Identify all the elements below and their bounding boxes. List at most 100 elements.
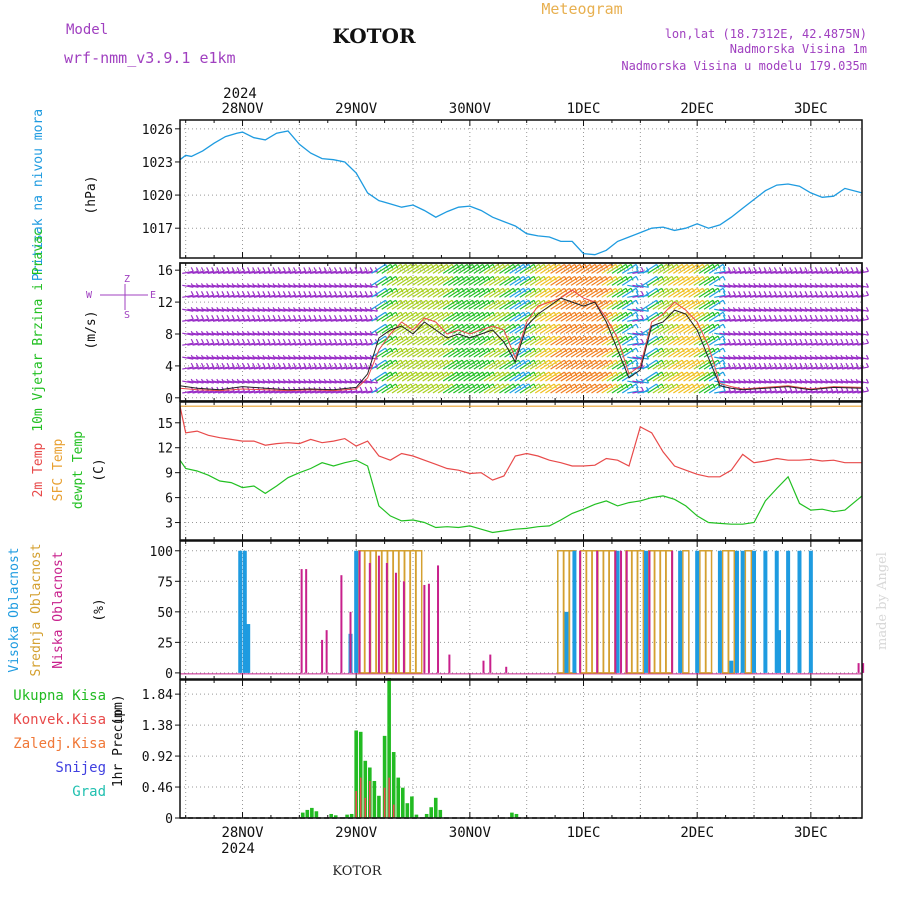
wind-barb-flag: [323, 338, 327, 344]
wind-barb: [632, 294, 644, 298]
wind-barb: [739, 332, 751, 336]
mid-cloud-bar: [636, 550, 645, 674]
wind-barb-flag: [339, 267, 343, 272]
wind-barb: [442, 359, 458, 370]
wind-barb: [657, 263, 673, 274]
low-cloud-bar: [349, 611, 352, 673]
wind-barb: [842, 390, 854, 394]
wind-barb-flag: [216, 314, 220, 320]
wind-barb: [253, 270, 265, 274]
y-tick-label: 16: [157, 264, 173, 279]
wind-barb: [335, 366, 347, 370]
wind-barb: [315, 380, 327, 384]
wind-barb: [601, 311, 617, 322]
wind-barb: [499, 263, 514, 274]
wind-barb-flag: [257, 338, 261, 344]
wind-barb: [340, 380, 352, 384]
precip-legend-item: Konvek.Kisa: [13, 712, 106, 728]
wind-barb-flag: [241, 291, 245, 296]
wind-barb: [437, 275, 453, 286]
wind-barb: [806, 380, 818, 384]
wind-barb-flag: [814, 267, 818, 272]
wind-barb: [478, 347, 494, 358]
wind-barb: [570, 299, 586, 310]
wind-barb-flag: [247, 291, 251, 296]
wind-barb-flag: [753, 314, 757, 320]
y-tick-label: 6: [165, 492, 173, 507]
wind-barb: [304, 380, 317, 384]
wind-barb: [637, 366, 649, 370]
wind-barb: [672, 323, 688, 334]
wind-barb-flag: [333, 267, 338, 272]
wind-barb-flag: [257, 362, 261, 368]
precip-legend: Ukupna KisaKonvek.KisaZaledj.KisaSnijegG…: [13, 688, 106, 800]
wind-barb-flag: [262, 338, 266, 344]
high-cloud-bar: [354, 550, 359, 673]
wind-barb: [228, 284, 240, 288]
precip-total-bar: [314, 811, 319, 818]
wind-barb-flag: [743, 362, 747, 368]
wind-barb: [836, 366, 849, 370]
wind-barb: [509, 263, 524, 274]
wind-barb-flag: [339, 362, 343, 368]
wind-barb: [356, 356, 368, 360]
wind-barb: [197, 366, 209, 370]
panel-frame: [179, 401, 863, 541]
wind-barb: [770, 294, 782, 298]
wind-barb: [775, 318, 787, 322]
wind-barb: [780, 332, 792, 336]
wind-barb-flag: [354, 267, 358, 272]
low-cloud-bar: [321, 639, 324, 673]
wind-barb: [228, 342, 240, 346]
wind-barb: [483, 371, 499, 382]
wind-barb: [401, 299, 417, 310]
precip-total-bar: [510, 812, 514, 818]
wind-barb-flag: [768, 338, 772, 344]
wind-barb-flag: [635, 338, 639, 344]
wind-barb: [739, 356, 751, 360]
wind-barb: [325, 284, 337, 288]
wind-barb: [376, 287, 391, 298]
wind-barb-flag: [778, 338, 783, 344]
wind-barb: [187, 380, 199, 384]
wind-barb: [821, 294, 833, 298]
wind-barb: [826, 318, 838, 322]
wind-barb-flag: [778, 314, 783, 320]
wind-barb: [734, 356, 746, 360]
wind-barb: [847, 294, 859, 298]
wind-barb: [729, 270, 741, 274]
wind-barb-flag: [216, 362, 220, 368]
wind-barb: [340, 284, 352, 288]
wind-barb: [708, 335, 724, 346]
wind-barb: [412, 287, 427, 298]
wind-barb: [330, 308, 342, 312]
wind-barb: [361, 294, 373, 298]
wind-barb-flag: [819, 291, 823, 296]
wind-barb-flag: [732, 291, 736, 296]
wind-barb: [407, 311, 422, 322]
wind-barb: [560, 383, 576, 394]
wind-barb: [376, 359, 391, 370]
wind-barb: [836, 356, 849, 360]
wind-barb-flag: [722, 347, 726, 353]
wind-barb: [760, 270, 772, 274]
wind-barb: [340, 356, 352, 360]
wind-barb: [356, 366, 368, 370]
wind-barb-flag: [850, 267, 854, 272]
wind-barb: [264, 294, 276, 298]
wind-barb: [616, 347, 632, 358]
wind-barb: [550, 347, 565, 358]
wind-barb: [744, 380, 757, 384]
wind-barb: [407, 263, 422, 274]
wind-barb-flag: [298, 362, 302, 368]
wind-barb: [463, 323, 478, 334]
wind-barb: [258, 356, 271, 360]
wind-barb: [749, 366, 762, 370]
wind-barb: [524, 371, 540, 382]
wind-barb: [299, 342, 312, 346]
wind-barb: [468, 335, 484, 346]
wind-barb: [621, 371, 637, 382]
wind-barb-flag: [190, 267, 194, 272]
wind-barb: [801, 318, 813, 322]
wind-barb: [688, 299, 703, 310]
